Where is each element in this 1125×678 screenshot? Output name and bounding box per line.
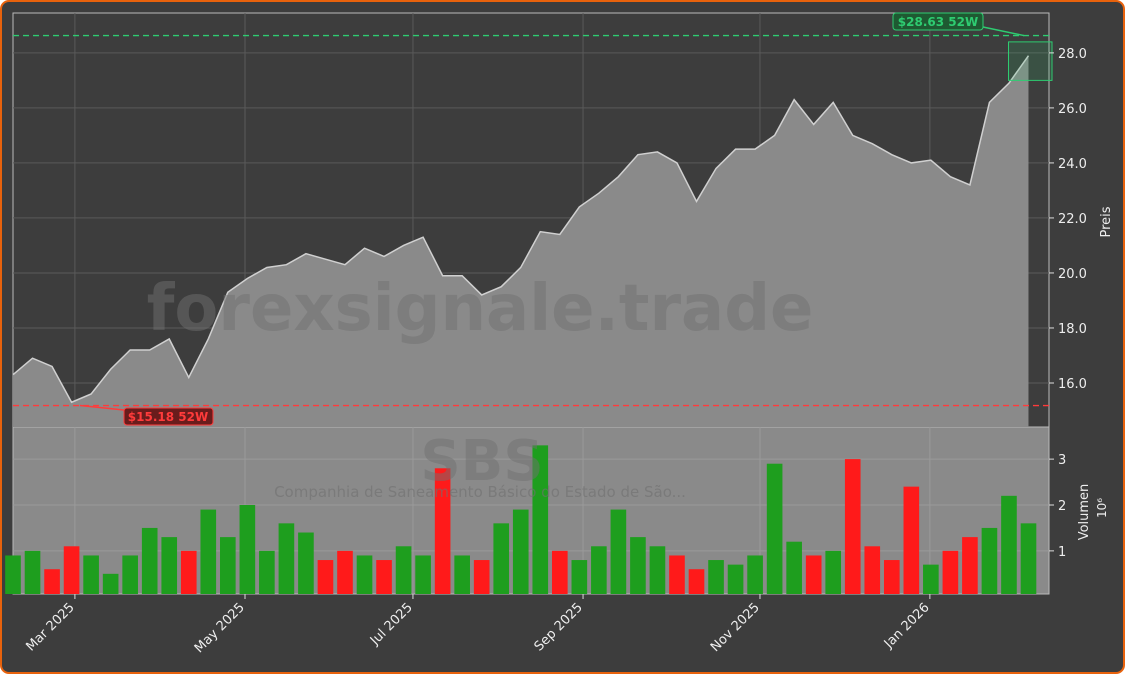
volume-bar xyxy=(161,537,178,594)
volume-bar xyxy=(512,509,529,594)
volume-bar xyxy=(317,560,334,594)
watermark-symbol: SBS xyxy=(420,429,543,494)
volume-bar xyxy=(220,537,236,594)
volume-bar xyxy=(571,560,588,594)
volume-bar xyxy=(298,532,314,594)
volume-bar xyxy=(981,527,998,594)
volume-bar xyxy=(649,546,666,594)
y-tick-label: 1 xyxy=(1058,545,1066,560)
y-tick-label: 18.0 xyxy=(1058,322,1087,337)
low-label: $15.18 52W xyxy=(128,410,208,424)
price-line xyxy=(12,55,1030,404)
volume-bar xyxy=(473,560,490,594)
y-tick-label: 26.0 xyxy=(1058,102,1087,117)
volume-bar xyxy=(747,555,763,594)
volume-bar xyxy=(766,463,783,594)
low-label-box xyxy=(123,407,214,426)
y-axis-label: Preis xyxy=(1099,206,1114,237)
volume-bar xyxy=(180,550,197,594)
volume-bar xyxy=(1020,523,1037,594)
volume-bar xyxy=(5,555,21,594)
volume-bar xyxy=(844,459,861,594)
volume-bar xyxy=(239,504,256,594)
y-tick-label: 28.0 xyxy=(1058,47,1087,62)
volume-bar xyxy=(1001,495,1017,594)
volume-bar xyxy=(44,569,60,594)
y-tick-label: 22.0 xyxy=(1058,212,1087,227)
high-label-box xyxy=(892,12,984,31)
volume-bar xyxy=(786,541,802,594)
volume-bar xyxy=(200,509,217,594)
low-arrow xyxy=(79,404,125,411)
volume-bar xyxy=(141,527,158,594)
volume-bar xyxy=(864,546,881,594)
volume-bar xyxy=(962,537,978,594)
volume-bar xyxy=(83,555,99,594)
y-tick-label: 16.0 xyxy=(1058,377,1087,392)
volume-bar xyxy=(356,555,373,594)
volume-bar xyxy=(395,546,412,594)
volume-bar xyxy=(923,564,939,594)
y-tick-label: 24.0 xyxy=(1058,157,1087,172)
high-label: $28.63 52W xyxy=(898,15,978,29)
volume-bar xyxy=(903,486,920,594)
highlight-box xyxy=(1007,41,1053,81)
price-area xyxy=(13,55,1029,427)
volume-bar xyxy=(669,555,685,594)
volume-bar xyxy=(493,523,510,594)
volume-bar xyxy=(337,550,353,594)
volume-bar xyxy=(259,550,275,594)
volume-bar xyxy=(532,445,549,594)
volume-bar xyxy=(610,509,627,594)
volume-bar xyxy=(63,546,80,594)
volume-bar xyxy=(825,550,842,594)
volume-bar xyxy=(805,555,822,594)
watermark: forexsignale.trade xyxy=(147,272,814,346)
volume-bar xyxy=(591,546,607,594)
volume-bar xyxy=(454,555,470,594)
volume-bar xyxy=(630,537,646,594)
volume-axis-label: Volumen xyxy=(1077,484,1092,541)
volume-bar xyxy=(883,560,900,594)
volume-bar xyxy=(376,560,392,594)
y-tick-label: 20.0 xyxy=(1058,267,1087,282)
volume-bar xyxy=(942,550,959,594)
volume-bar xyxy=(434,468,451,594)
marks: $28.63 52W $15.18 52W xyxy=(5,12,1053,594)
volume-bar xyxy=(415,555,431,594)
volume-bar xyxy=(122,555,138,594)
volume-bar xyxy=(278,523,295,594)
volume-bar xyxy=(551,550,568,594)
volume-bar xyxy=(727,564,744,594)
y-tick-label: 3 xyxy=(1058,453,1066,468)
volume-bar xyxy=(102,573,119,594)
high-arrow xyxy=(982,26,1025,37)
volume-bar xyxy=(708,560,724,594)
volume-multiplier: 10⁶ xyxy=(1095,498,1109,518)
volume-bar xyxy=(24,550,41,594)
volume-bar xyxy=(688,569,705,594)
watermark-company: Companhia de Saneamento Básico do Estado… xyxy=(274,483,686,501)
y-tick-label: 2 xyxy=(1058,499,1066,514)
